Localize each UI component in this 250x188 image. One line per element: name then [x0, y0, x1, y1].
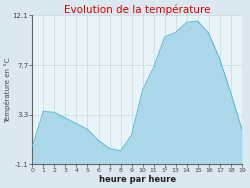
Y-axis label: Température en °C: Température en °C: [4, 57, 11, 123]
Title: Evolution de la température: Evolution de la température: [64, 4, 210, 15]
X-axis label: heure par heure: heure par heure: [98, 175, 176, 184]
